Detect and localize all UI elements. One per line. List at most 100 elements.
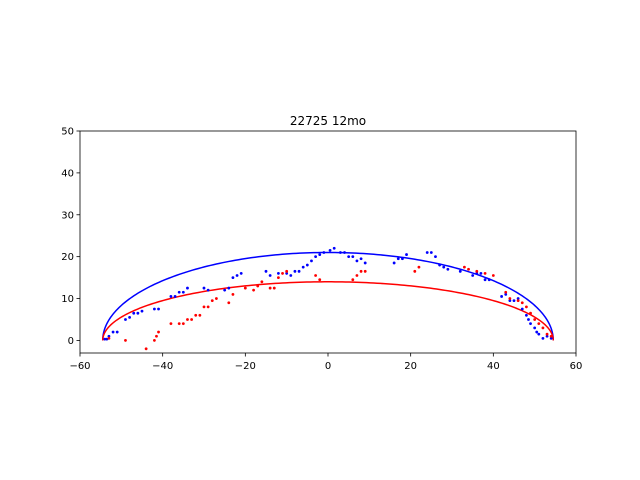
data-point	[359, 269, 363, 273]
data-point	[297, 269, 301, 273]
data-point	[314, 274, 317, 277]
data-point	[500, 295, 503, 298]
data-point	[173, 295, 177, 298]
data-point	[537, 332, 541, 336]
data-point	[132, 311, 136, 315]
data-point	[181, 322, 185, 326]
data-point	[157, 330, 160, 334]
data-point	[529, 311, 532, 315]
data-point	[169, 295, 173, 298]
data-point	[124, 318, 127, 321]
data-point	[525, 305, 528, 309]
data-point	[332, 246, 336, 250]
data-point	[425, 251, 429, 254]
data-point	[277, 276, 280, 279]
data-point	[305, 263, 309, 267]
data-point	[405, 253, 408, 256]
data-point	[153, 307, 156, 311]
data-point	[363, 269, 367, 273]
data-point	[144, 347, 148, 351]
data-point	[181, 290, 185, 294]
data-point	[487, 278, 491, 282]
data-point	[413, 269, 417, 273]
data-point	[310, 259, 313, 263]
data-point	[243, 286, 247, 290]
data-point	[155, 334, 158, 338]
data-point	[471, 274, 475, 277]
data-point	[227, 301, 231, 305]
data-point	[549, 336, 553, 340]
data-point	[520, 301, 524, 305]
data-point	[479, 272, 483, 275]
y-tick-label: 0	[68, 336, 74, 347]
data-point	[545, 334, 549, 338]
data-point	[483, 278, 487, 282]
data-point	[235, 274, 239, 277]
data-point	[347, 255, 351, 259]
data-point	[153, 339, 156, 342]
data-point	[202, 286, 206, 290]
data-point	[128, 316, 132, 319]
data-point	[359, 257, 363, 261]
data-point	[483, 272, 487, 275]
x-tick-label: −60	[69, 361, 90, 372]
data-point	[429, 251, 433, 254]
data-point	[392, 261, 396, 265]
x-tick-label: 40	[487, 361, 500, 372]
data-point	[231, 276, 235, 279]
data-point	[446, 267, 450, 271]
data-point	[549, 334, 553, 338]
data-point	[396, 257, 400, 261]
data-point	[533, 318, 537, 321]
data-point	[318, 278, 322, 282]
data-point	[223, 288, 227, 292]
data-point	[322, 251, 326, 254]
data-point	[545, 332, 549, 336]
data-point	[264, 269, 268, 273]
data-point	[239, 272, 243, 275]
chart-title: 22725 12mo	[290, 114, 366, 128]
x-tick-label: 0	[325, 361, 331, 372]
data-point	[525, 313, 528, 317]
data-point	[438, 263, 441, 267]
data-point	[285, 272, 289, 275]
data-point	[351, 255, 355, 259]
data-point	[343, 251, 346, 254]
data-point	[504, 290, 508, 294]
data-point	[527, 318, 530, 321]
data-point	[227, 286, 231, 290]
data-point	[491, 274, 495, 277]
data-point	[355, 259, 359, 263]
data-point	[190, 318, 194, 321]
data-point	[177, 290, 181, 294]
data-point	[516, 297, 520, 300]
data-point	[256, 284, 260, 288]
x-tick-label: −20	[235, 361, 256, 372]
data-point	[103, 337, 107, 341]
data-point	[124, 339, 127, 342]
data-point	[535, 330, 539, 334]
y-tick-label: 40	[61, 168, 74, 179]
series-curve-0	[101, 251, 555, 341]
data-point	[363, 261, 367, 265]
data-point	[289, 274, 293, 277]
data-point	[268, 274, 272, 277]
data-point	[529, 322, 532, 326]
data-point	[277, 272, 280, 275]
data-point	[260, 280, 264, 284]
data-point	[533, 326, 537, 330]
data-point	[202, 305, 206, 309]
data-point	[434, 255, 437, 259]
data-point	[293, 269, 297, 273]
data-point	[177, 322, 181, 326]
data-point	[339, 251, 342, 254]
x-tick-label: −40	[152, 361, 173, 372]
data-point	[328, 248, 332, 252]
data-point	[285, 269, 289, 273]
data-point	[467, 267, 470, 271]
data-point	[111, 330, 115, 334]
y-tick-label: 30	[61, 210, 74, 221]
data-point	[508, 297, 512, 300]
